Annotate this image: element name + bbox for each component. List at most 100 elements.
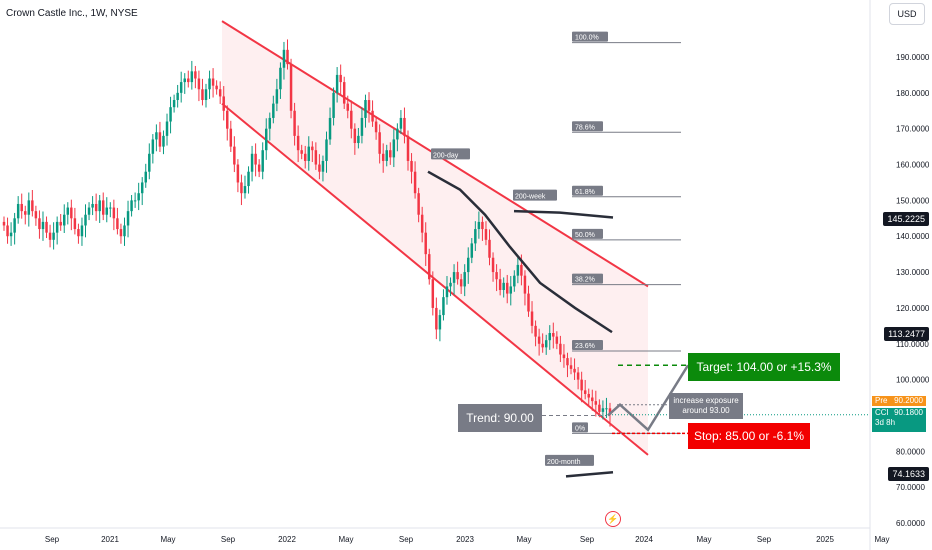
candle-body xyxy=(410,160,413,172)
candle-body xyxy=(133,200,137,202)
candle-body xyxy=(420,214,424,233)
trend-callout[interactable]: Trend: 90.00 xyxy=(458,404,542,432)
candle-body xyxy=(335,74,339,93)
candle-body xyxy=(130,200,133,212)
candle-body xyxy=(339,74,342,83)
fib-level-label: 78.6% xyxy=(575,124,595,131)
candle-body xyxy=(140,182,144,194)
candle-body xyxy=(48,232,52,240)
candle-body xyxy=(158,132,162,147)
candle-body xyxy=(541,343,544,348)
candle-body xyxy=(516,264,520,276)
candle-body xyxy=(311,146,314,151)
stop-callout[interactable]: Stop: 85.00 or -6.1% xyxy=(688,423,810,449)
projected-path xyxy=(607,364,690,432)
candle-body xyxy=(417,193,420,215)
time-axis-label: 2025 xyxy=(816,535,834,544)
candle-body xyxy=(509,286,513,294)
candle-body xyxy=(190,71,194,83)
candle-body xyxy=(605,408,608,410)
candle-body xyxy=(477,221,481,230)
fib-label-bg xyxy=(572,121,603,132)
candle-body xyxy=(73,218,77,230)
candle-body xyxy=(6,225,9,237)
candle-body xyxy=(112,207,116,219)
candle-body xyxy=(587,393,590,398)
ma-200-week-line xyxy=(513,209,614,219)
fib-label-bg xyxy=(572,31,608,42)
symbol-title: Crown Castle Inc., 1W, NYSE xyxy=(6,8,138,19)
channel-lower-line xyxy=(221,102,649,456)
candle-body xyxy=(389,150,392,158)
candle-body xyxy=(70,207,73,219)
candle-body xyxy=(2,221,6,226)
candle-body xyxy=(484,229,488,240)
price-axis-label: 120.0000 xyxy=(896,304,930,313)
candle-body xyxy=(254,153,257,165)
price-axis-label: 180.0000 xyxy=(896,89,930,98)
candle-body xyxy=(165,121,169,136)
candle-body xyxy=(303,153,307,161)
candle-body xyxy=(364,100,367,118)
candle-body xyxy=(240,182,243,194)
ma-200-month-label-bg xyxy=(545,454,594,466)
candle-body xyxy=(367,100,371,111)
ma-200-day-label: 200-day xyxy=(433,152,459,159)
price-axis-label: 170.0000 xyxy=(896,125,930,134)
cci-label: CCI xyxy=(875,408,889,417)
candle-body xyxy=(403,117,406,136)
candle-body xyxy=(537,336,541,344)
candle-body xyxy=(392,139,396,158)
candle-body xyxy=(109,207,112,209)
candle-body xyxy=(16,203,20,219)
candle-body xyxy=(38,218,41,230)
candle-body xyxy=(396,128,399,140)
bar-countdown: 3d 8h xyxy=(875,418,896,427)
candle-body xyxy=(307,146,311,161)
time-axis-label: Sep xyxy=(580,535,595,544)
candle-body xyxy=(201,89,204,101)
candle-body xyxy=(151,139,155,154)
candle-body xyxy=(463,272,466,287)
candle-body xyxy=(296,135,300,151)
candle-body xyxy=(169,107,172,122)
candle-body xyxy=(474,229,477,244)
candle-body xyxy=(226,110,229,129)
candle-body xyxy=(265,128,268,151)
candle-body xyxy=(505,282,509,294)
candle-body xyxy=(9,232,13,237)
candle-body xyxy=(488,239,491,258)
candle-body xyxy=(576,372,580,380)
candle-body xyxy=(530,311,534,326)
time-axis-label: May xyxy=(160,535,175,544)
flash-icon[interactable]: ⚡ xyxy=(605,511,621,527)
candle-body xyxy=(555,336,559,344)
exposure-callout[interactable]: increase exposure around 93.00 xyxy=(669,393,743,419)
candle-body xyxy=(34,211,38,219)
ma-200-week-label: 200-week xyxy=(515,194,546,201)
candle-body xyxy=(381,153,385,161)
candle-body xyxy=(87,207,91,215)
candle-body xyxy=(481,221,484,230)
candle-body xyxy=(194,71,197,79)
candle-body xyxy=(148,153,151,172)
pre-label: Pre xyxy=(875,396,888,405)
target-callout[interactable]: Target: 104.00 or +15.3% xyxy=(688,353,840,381)
currency-button[interactable]: USD xyxy=(889,3,925,25)
ma-200-week-label-bg xyxy=(513,189,557,201)
candle-body xyxy=(350,110,353,129)
candle-body xyxy=(293,110,296,136)
ma-200-day-line xyxy=(427,170,613,334)
price-axis-label: 130.0000 xyxy=(896,268,930,277)
candle-body xyxy=(552,333,555,337)
candle-body xyxy=(580,379,583,391)
candle-body xyxy=(45,221,48,233)
price-axis-label: 160.0000 xyxy=(896,161,930,170)
time-axis-label: May xyxy=(338,535,353,544)
exposure-line-1: increase exposure xyxy=(673,396,739,405)
candle-body xyxy=(24,211,27,215)
candle-body xyxy=(77,229,80,237)
candle-body xyxy=(502,282,505,290)
candle-body xyxy=(598,404,601,412)
